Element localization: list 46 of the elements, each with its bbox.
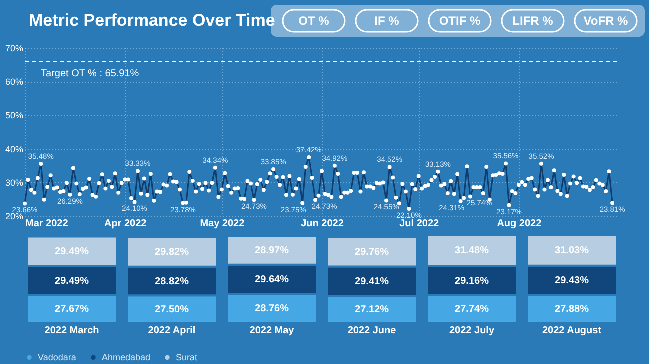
x-tick-label: May 2022 (200, 218, 246, 230)
x-tick-label: 2022 June (348, 326, 397, 336)
text: VoFR % (584, 14, 629, 28)
data-label: 31.03% (555, 245, 590, 256)
data-label: 29.43% (555, 276, 590, 287)
x-tick-label: 2022 May (250, 326, 295, 336)
data-label: 29.76% (355, 246, 390, 258)
data-label: 31.48% (455, 246, 490, 257)
legend-label: Surat (176, 352, 198, 363)
legend-label: Vadodara (38, 352, 76, 363)
x-tick-label: 2022 April (148, 326, 196, 336)
data-label: 29.16% (455, 276, 490, 287)
x-tick-label: 2022 August (542, 326, 602, 336)
legend-label: Ahmedabad (102, 352, 151, 363)
data-label: 29.64% (255, 274, 290, 286)
x-tick-label: 2022 July (449, 326, 495, 336)
x-tick-label: Jun 2022 (301, 218, 344, 230)
data-label: 29.49% (55, 276, 90, 287)
x-tick-label: Mar 2022 (26, 218, 69, 230)
data-label: 28.76% (255, 304, 290, 315)
x-tick-label: Jul 2022 (400, 218, 440, 230)
data-label: 27.12% (355, 304, 390, 316)
text: LIFR % (512, 14, 554, 28)
data-label: 29.82% (155, 247, 190, 258)
data-label: 29.49% (55, 246, 90, 258)
data-label: 28.82% (155, 276, 190, 288)
y-tick-label: 30% (5, 178, 24, 188)
data-label: 27.67% (55, 304, 90, 316)
data-label: 27.50% (155, 304, 190, 316)
ref-line-label: Target OT % : 65.91% (41, 68, 140, 80)
data-label: 29.41% (355, 276, 390, 288)
x-tick-label: Aug 2022 (497, 218, 542, 230)
data-label: 28.97% (255, 245, 290, 256)
text: IF % (374, 14, 400, 28)
text: OTIF % (439, 14, 481, 28)
text: OT % (298, 14, 330, 28)
y-tick-label: 50% (5, 110, 24, 121)
chart-title: Metric Performance Over Time (29, 11, 276, 30)
y-tick-label: 70% (5, 44, 24, 54)
x-tick-label: Apr 2022 (104, 218, 148, 230)
x-tick-label: 2022 March (44, 326, 100, 336)
data-label: 27.88% (555, 304, 590, 316)
y-tick-label: 60% (5, 77, 24, 88)
y-tick-label: 40% (5, 144, 24, 154)
data-label: 27.74% (455, 304, 490, 316)
y-tick-label: 20% (5, 212, 24, 222)
